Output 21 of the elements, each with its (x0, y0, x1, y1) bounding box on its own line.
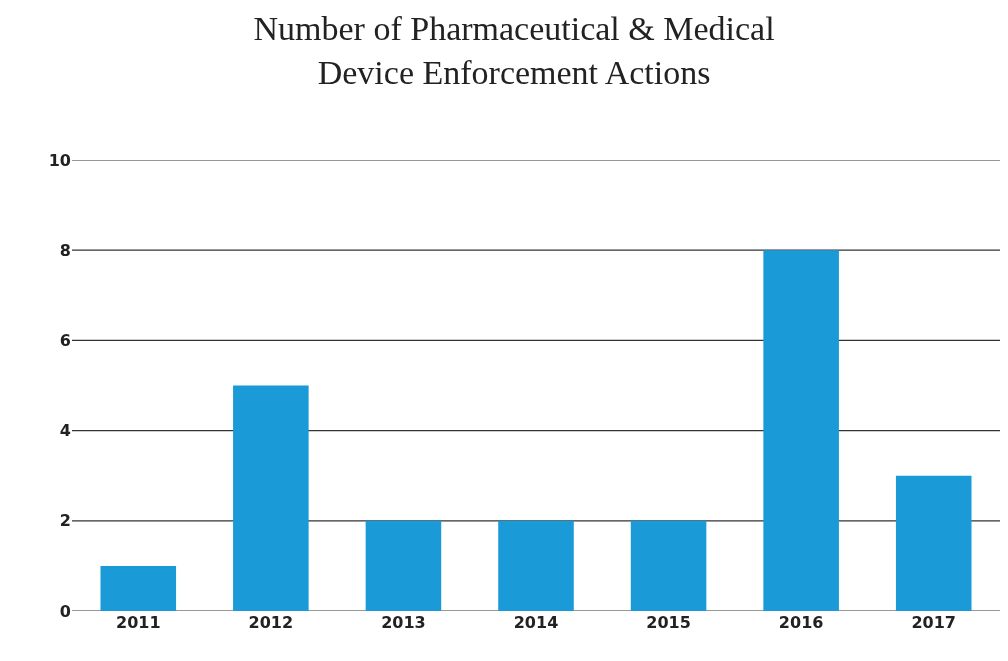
y-tick-label: 6 (59, 331, 71, 350)
bar (498, 520, 574, 611)
y-tick-label: 2 (59, 511, 71, 531)
x-tick-label: 2012 (248, 613, 294, 632)
bar (233, 385, 309, 611)
bar (365, 520, 442, 611)
bar (630, 520, 707, 611)
y-tick-label: 10 (48, 150, 71, 170)
x-tick-label: 2017 (911, 613, 956, 632)
x-tick-label: 2016 (778, 613, 824, 632)
x-tick-label: 2015 (646, 613, 691, 632)
bar (100, 565, 177, 611)
y-tick-label: 8 (59, 240, 71, 260)
bar (895, 475, 972, 611)
y-tick-label: 0 (59, 601, 71, 621)
x-tick-label: 2011 (116, 613, 161, 632)
bar (763, 250, 839, 611)
x-tick-label: 2013 (381, 613, 426, 632)
x-tick-label: 2014 (513, 613, 559, 632)
chart-title: Number of Pharmaceutical & Medical Device Enforcement Actions (253, 9, 775, 91)
y-tick-label: 4 (59, 421, 71, 441)
